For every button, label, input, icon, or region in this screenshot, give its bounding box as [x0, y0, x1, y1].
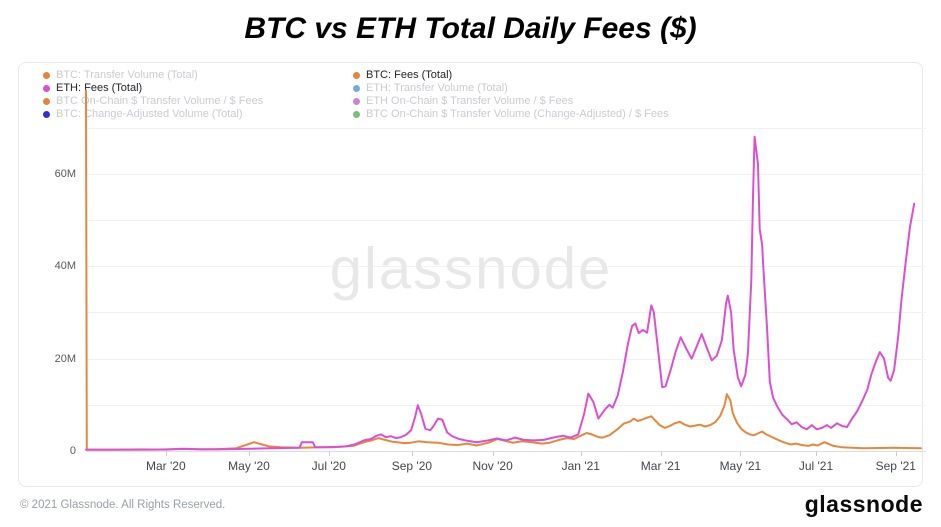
x-axis-tick	[895, 451, 897, 456]
y-axis-label: 40M	[54, 260, 76, 273]
legend-dot-icon	[43, 85, 50, 92]
x-axis-tick	[328, 451, 330, 456]
gridline	[86, 219, 926, 221]
x-axis-label: Jul '21	[798, 459, 834, 473]
legend-item[interactable]: BTC On-Chain $ Transfer Volume / $ Fees	[43, 95, 263, 108]
legend-item-label: BTC On-Chain $ Transfer Volume / $ Fees	[56, 95, 264, 107]
gridline	[86, 358, 926, 360]
x-axis-tick	[165, 451, 167, 456]
legend-dot-icon	[353, 72, 360, 79]
gridline	[86, 127, 926, 129]
y-axis-label: 0	[69, 445, 76, 457]
x-axis-tick	[492, 451, 494, 456]
legend-column-left: BTC: Transfer Volume (Total) ETH: Fees (T…	[43, 69, 263, 121]
legend-item-label: BTC: Fees (Total)	[366, 69, 453, 81]
eth-fees-line	[85, 135, 916, 451]
legend-item[interactable]: ETH On-Chain $ Transfer Volume / $ Fees	[353, 95, 669, 108]
btc-fees-line	[85, 89, 922, 451]
x-axis-label: Sep '20	[391, 459, 433, 473]
legend-item[interactable]: BTC: Change-Adjusted Volume (Total)	[43, 108, 263, 121]
x-axis-tick	[580, 451, 582, 456]
x-axis-label: Jan '21	[561, 459, 600, 473]
legend-dot-icon	[43, 98, 50, 105]
legend-dot-icon	[43, 72, 50, 79]
x-axis-label: May '21	[719, 459, 762, 473]
page-title: BTC vs ETH Total Daily Fees ($)	[244, 12, 697, 45]
legend-item[interactable]: BTC: Fees (Total)	[353, 69, 669, 82]
legend-item-label: ETH: Transfer Volume (Total)	[366, 82, 508, 94]
legend-dot-icon	[43, 111, 50, 118]
x-axis-label: Nov '20	[472, 459, 513, 473]
legend-dot-icon	[353, 98, 360, 105]
legend-item-label: BTC: Change-Adjusted Volume (Total)	[56, 108, 243, 120]
chart-panel: BTC: Transfer Volume (Total) ETH: Fees (T…	[18, 62, 926, 487]
x-axis-label: Mar '21	[640, 459, 681, 473]
glassnode-logo: glassnode	[804, 491, 923, 517]
y-axis-label: 60M	[54, 167, 76, 180]
legend-item-label: BTC On-Chain $ Transfer Volume (Change-A…	[366, 108, 669, 120]
x-axis-label: Sep '21	[875, 459, 916, 473]
legend-item[interactable]: BTC: Transfer Volume (Total)	[43, 69, 263, 82]
x-axis-tick	[816, 451, 817, 456]
legend-dot-icon	[353, 111, 360, 118]
x-axis-label: Jul '20	[311, 459, 346, 473]
legend-dot-icon	[353, 85, 360, 92]
x-axis-tick	[740, 451, 742, 456]
x-axis-label: Mar '20	[145, 459, 186, 473]
legend-item[interactable]: ETH: Transfer Volume (Total)	[353, 82, 669, 95]
x-axis-tick	[411, 451, 413, 456]
x-axis-tick	[249, 451, 250, 456]
legend-item-label: ETH On-Chain $ Transfer Volume / $ Fees	[366, 95, 574, 107]
gridline	[86, 312, 926, 314]
watermark: glassnode	[329, 236, 613, 302]
gridline	[86, 173, 926, 175]
x-axis-label: May '20	[228, 459, 270, 473]
footer-copyright: © 2021 Glassnode. All Rights Reserved.	[20, 499, 226, 511]
x-axis-tick	[660, 451, 662, 456]
legend-item-label: ETH: Fees (Total)	[56, 82, 143, 94]
legend-item[interactable]: ETH: Fees (Total)	[43, 82, 263, 95]
legend-item-label: BTC: Transfer Volume (Total)	[56, 69, 198, 81]
gridline	[86, 266, 926, 268]
y-axis-label: 20M	[54, 352, 76, 365]
legend-item[interactable]: BTC On-Chain $ Transfer Volume (Change-A…	[353, 108, 669, 121]
legend-column-right: BTC: Fees (Total) ETH: Transfer Volume (T…	[353, 69, 669, 121]
x-axis-line	[86, 451, 926, 452]
gridline	[86, 404, 926, 406]
